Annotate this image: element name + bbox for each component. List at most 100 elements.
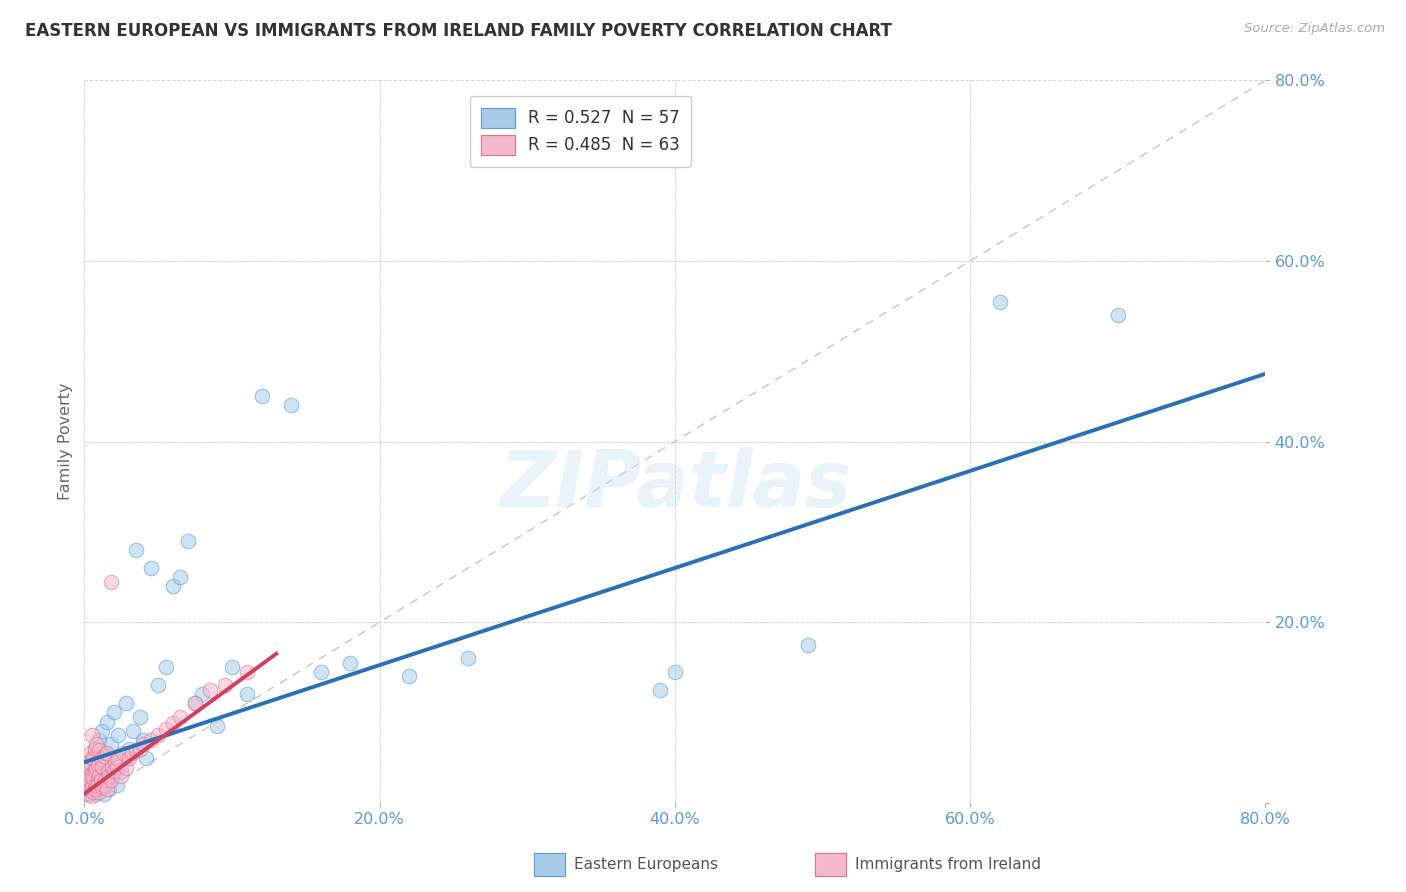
Point — [77, 773, 100, 788]
Point — [83, 741, 105, 756]
Point — [83, 764, 105, 779]
Point — [122, 723, 145, 738]
Point — [104, 755, 127, 769]
Text: Source: ZipAtlas.com: Source: ZipAtlas.com — [1244, 22, 1385, 36]
Point — [169, 710, 191, 724]
Point — [86, 776, 108, 790]
Point — [82, 785, 104, 799]
Point — [110, 764, 132, 779]
Point — [104, 750, 127, 764]
Point — [96, 746, 118, 760]
Text: Eastern Europeans: Eastern Europeans — [574, 857, 717, 871]
Point — [129, 710, 152, 724]
Point — [76, 773, 98, 788]
Point — [80, 780, 103, 794]
Point — [91, 778, 114, 792]
Point — [97, 764, 120, 779]
Point — [148, 678, 170, 692]
Point — [76, 782, 98, 797]
Point — [80, 767, 103, 781]
Point — [82, 771, 104, 785]
Point — [77, 787, 100, 801]
Point — [91, 723, 114, 738]
Point — [111, 746, 134, 760]
Point — [83, 741, 105, 756]
Point — [93, 760, 115, 774]
Legend: R = 0.527  N = 57, R = 0.485  N = 63: R = 0.527 N = 57, R = 0.485 N = 63 — [470, 95, 692, 167]
Point — [96, 773, 118, 788]
Point — [91, 760, 114, 774]
Point — [118, 750, 141, 764]
Point — [90, 773, 112, 788]
Point — [280, 398, 302, 412]
Point — [87, 769, 111, 783]
Point — [184, 697, 207, 711]
Point — [84, 750, 107, 764]
Point — [162, 579, 184, 593]
Point — [650, 682, 672, 697]
Point — [87, 743, 111, 757]
Text: ZIPatlas: ZIPatlas — [499, 447, 851, 523]
Point — [90, 764, 112, 779]
Point — [198, 682, 221, 697]
Point — [80, 750, 103, 764]
Point — [207, 719, 229, 733]
Point — [309, 665, 332, 679]
Point — [83, 787, 105, 801]
Point — [91, 780, 114, 794]
Point — [79, 746, 101, 760]
Point — [184, 697, 207, 711]
Point — [100, 737, 122, 751]
Point — [221, 660, 243, 674]
Point — [155, 722, 177, 736]
Point — [110, 769, 132, 783]
Point — [398, 669, 420, 683]
Point — [236, 665, 259, 679]
Point — [82, 773, 104, 788]
Point — [80, 728, 103, 742]
Point — [988, 294, 1011, 309]
Point — [93, 748, 115, 763]
Point — [107, 752, 129, 766]
Point — [125, 542, 148, 557]
Point — [86, 769, 108, 783]
Point — [132, 732, 155, 747]
Point — [84, 737, 107, 751]
Point — [87, 785, 111, 799]
Point — [169, 570, 191, 584]
Point — [664, 665, 686, 679]
Point — [100, 574, 122, 589]
Y-axis label: Family Poverty: Family Poverty — [58, 383, 73, 500]
Point — [118, 741, 141, 756]
Point — [1107, 308, 1129, 322]
Point — [80, 789, 103, 803]
Point — [135, 750, 157, 764]
Point — [162, 716, 184, 731]
Point — [103, 706, 125, 720]
Text: EASTERN EUROPEAN VS IMMIGRANTS FROM IRELAND FAMILY POVERTY CORRELATION CHART: EASTERN EUROPEAN VS IMMIGRANTS FROM IREL… — [25, 22, 893, 40]
Point — [114, 762, 136, 776]
Point — [121, 746, 143, 760]
Point — [84, 778, 107, 792]
Point — [236, 687, 259, 701]
Point — [93, 787, 115, 801]
Point — [79, 782, 101, 797]
Point — [94, 746, 117, 760]
Point — [105, 778, 128, 792]
Point — [79, 769, 101, 783]
Point — [93, 778, 115, 792]
Point — [105, 760, 128, 774]
Point — [76, 760, 98, 774]
Point — [177, 533, 200, 548]
Point — [101, 760, 124, 774]
Point — [94, 773, 117, 788]
Point — [87, 782, 111, 797]
Point — [139, 732, 162, 747]
Point — [79, 778, 101, 792]
Point — [125, 743, 148, 757]
Point — [82, 752, 104, 766]
Point — [191, 687, 214, 701]
Point — [87, 732, 111, 747]
Point — [129, 741, 152, 756]
Point — [84, 778, 107, 792]
